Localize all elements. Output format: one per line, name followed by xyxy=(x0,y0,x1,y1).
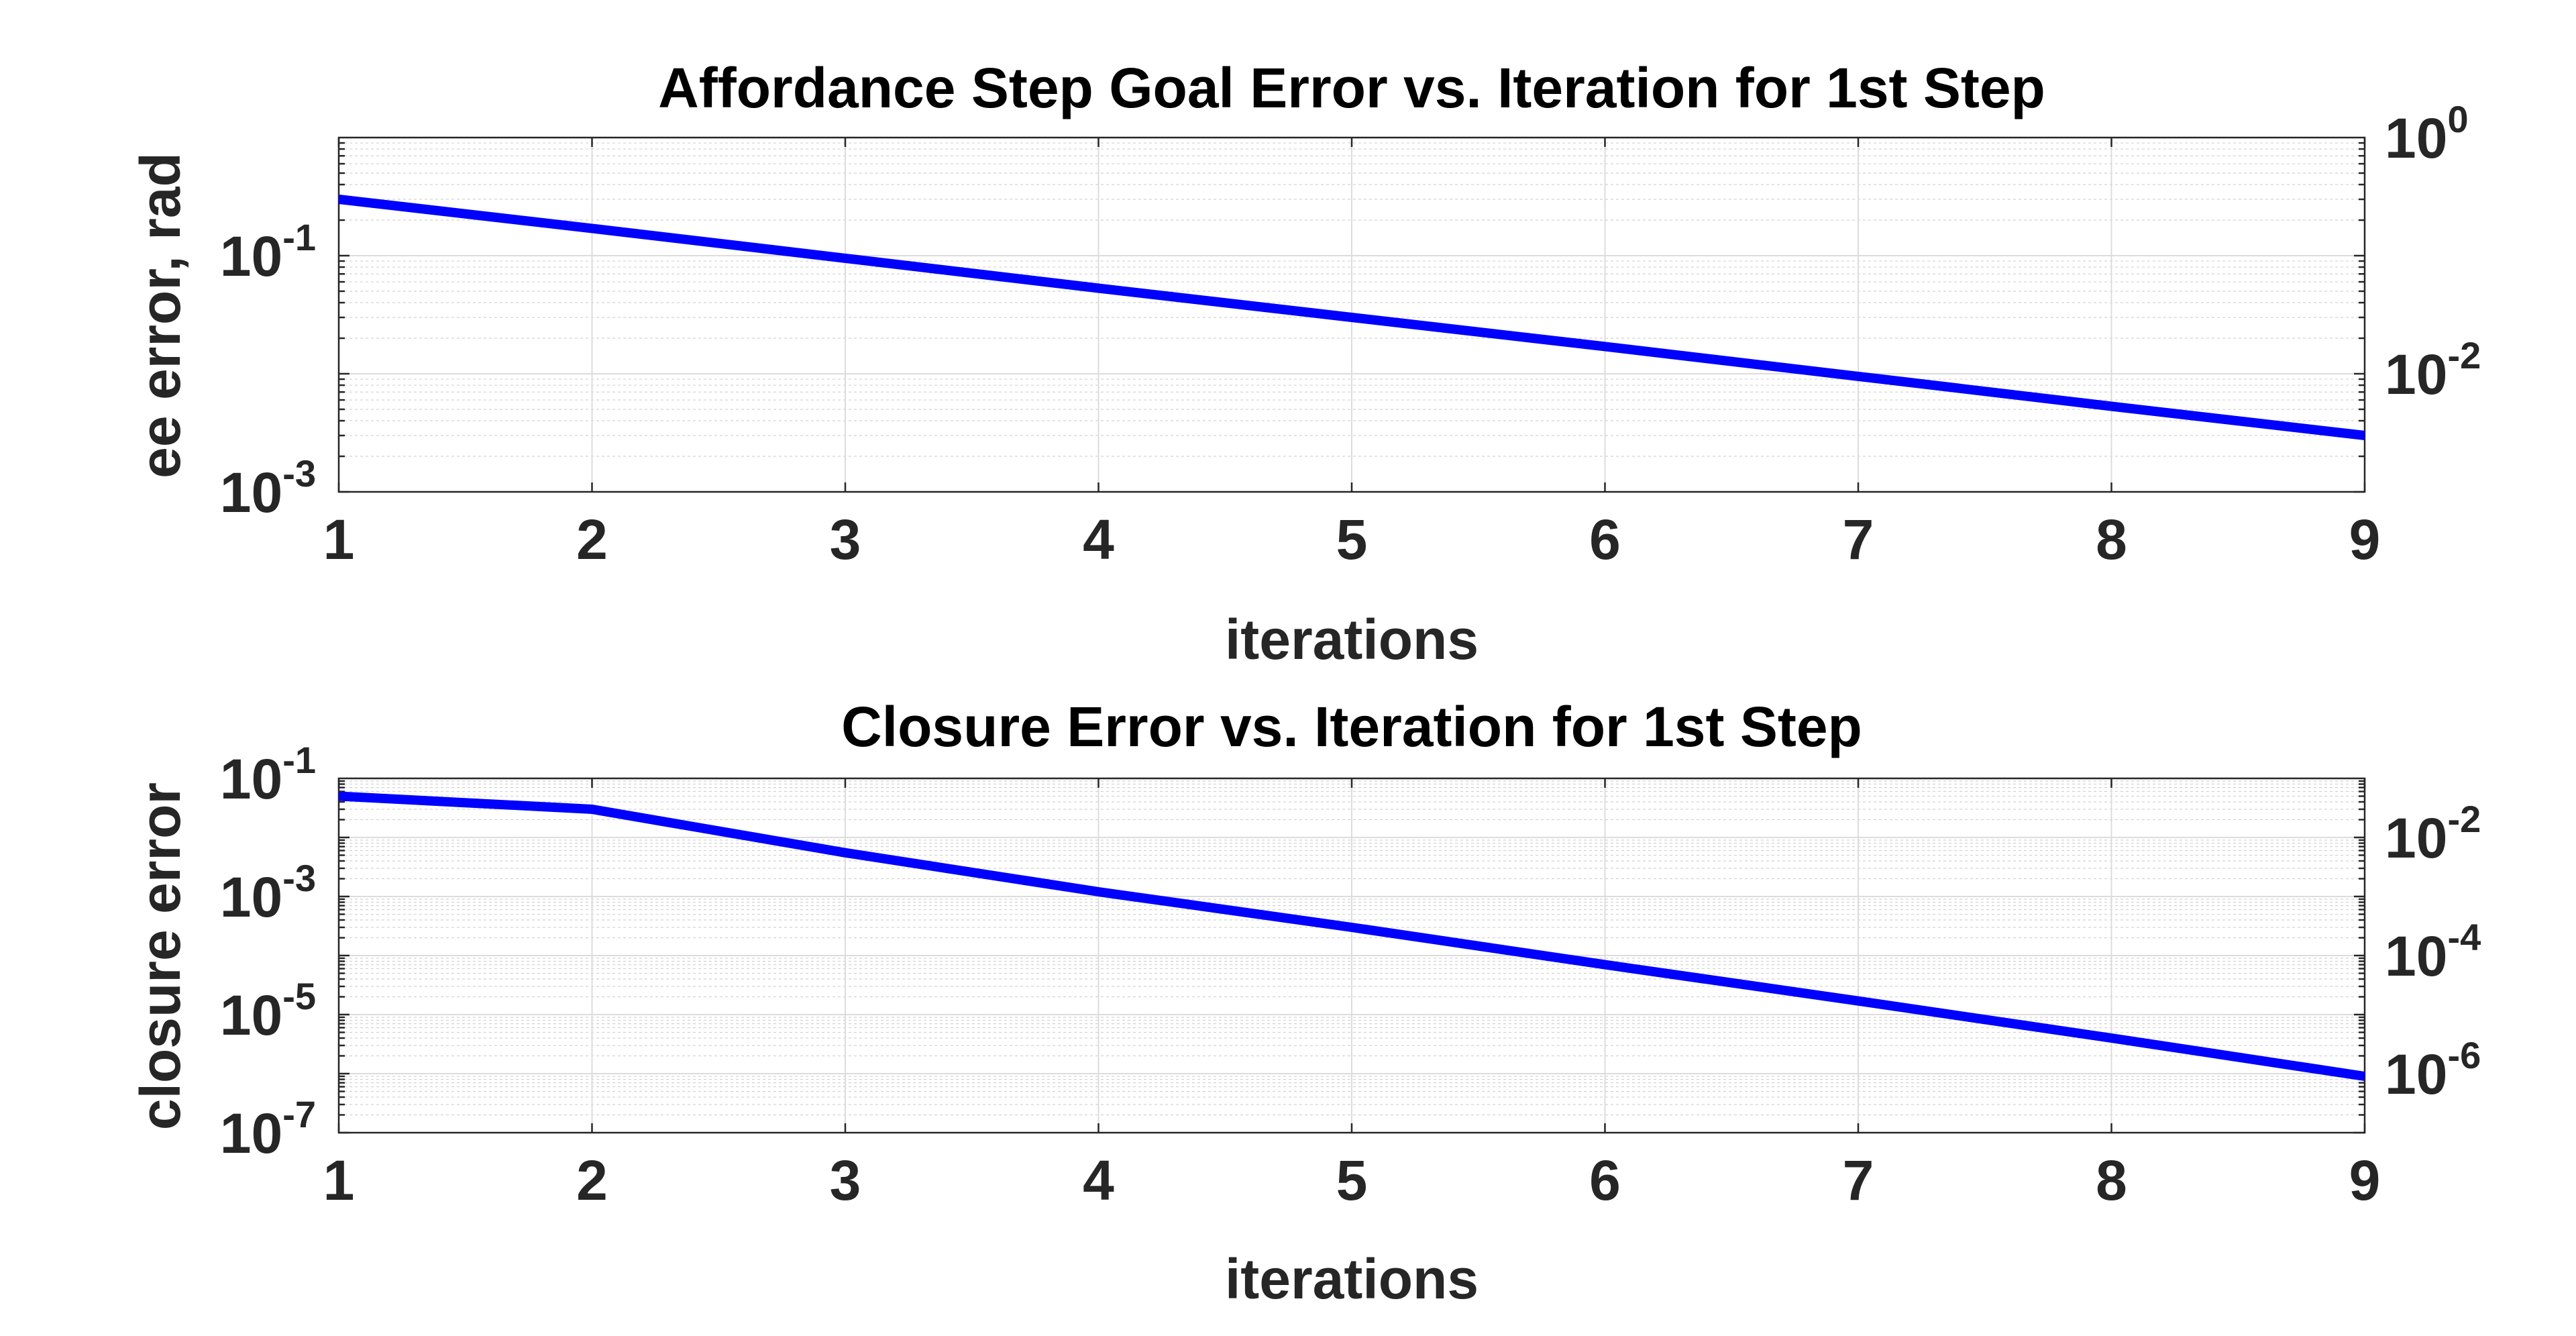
y-tick-label-right: 10-2 xyxy=(2385,798,2481,870)
x-tick-label: 5 xyxy=(1336,508,1368,571)
tick-base: 10 xyxy=(2385,807,2447,870)
tick-exponent: -1 xyxy=(282,739,316,781)
y-tick-label-right: 10-2 xyxy=(2385,334,2481,406)
x-tick-label: 2 xyxy=(576,1149,608,1212)
y-tick-label-left: 10-3 xyxy=(220,452,316,524)
tick-exponent: -6 xyxy=(2447,1034,2481,1076)
series-group xyxy=(338,791,2366,1081)
x-tick-label: 7 xyxy=(1843,508,1874,571)
chart-title: Closure Error vs. Iteration for 1st Step xyxy=(841,695,1862,758)
tick-exponent: -1 xyxy=(282,216,316,258)
x-tick-label: 9 xyxy=(2349,508,2381,571)
tick-base: 10 xyxy=(220,225,282,288)
tick-exponent: -5 xyxy=(282,975,316,1017)
y-axis-label: closure error xyxy=(129,782,192,1130)
y-tick-label-left: 10-1 xyxy=(220,216,316,288)
tick-exponent: -2 xyxy=(2447,334,2481,376)
x-tick-label: 2 xyxy=(576,508,608,571)
series-group xyxy=(338,195,2365,440)
tick-base: 10 xyxy=(2385,1043,2447,1106)
tick-exponent: -7 xyxy=(282,1093,316,1135)
x-tick-label: 8 xyxy=(2096,508,2127,571)
y-axis-label: ee error, rad xyxy=(129,152,192,478)
y-tick-label-left: 10-3 xyxy=(220,857,316,929)
tick-base: 10 xyxy=(2385,107,2447,170)
x-tick-label: 9 xyxy=(2349,1149,2381,1212)
tick-base: 10 xyxy=(220,866,282,929)
affordance-error-subplot: Affordance Step Goal Error vs. Iteration… xyxy=(129,56,2481,671)
y-tick-label-left: 10-1 xyxy=(220,739,316,811)
y-tick-label-left: 10-7 xyxy=(220,1093,316,1165)
tick-exponent: -3 xyxy=(282,857,316,899)
axes xyxy=(337,777,2366,1134)
x-tick-label: 3 xyxy=(830,508,861,571)
tick-labels: 1 2 3 4 5 6 7 8 910-710-510-310-110-610-410-2 xyxy=(220,739,2481,1212)
x-tick-label: 6 xyxy=(1589,508,1621,571)
axes xyxy=(337,136,2366,493)
x-tick-label: 6 xyxy=(1589,1149,1621,1212)
tick-exponent: 0 xyxy=(2447,98,2468,140)
y-tick-label-right: 10-4 xyxy=(2385,916,2481,988)
chart-title: Affordance Step Goal Error vs. Iteration… xyxy=(658,56,2045,119)
closure-error-subplot: Closure Error vs. Iteration for 1st Step… xyxy=(129,695,2481,1311)
tick-base: 10 xyxy=(2385,925,2447,988)
x-tick-label: 1 xyxy=(323,508,355,571)
x-axis-label: iterations xyxy=(1225,1247,1479,1311)
x-tick-label: 3 xyxy=(830,1149,861,1212)
tick-base: 10 xyxy=(220,984,282,1047)
tick-base: 10 xyxy=(220,461,282,524)
x-tick-label: 8 xyxy=(2096,1149,2127,1212)
x-tick-label: 4 xyxy=(1083,508,1114,571)
tick-base: 10 xyxy=(2385,343,2447,406)
y-tick-label-left: 10-5 xyxy=(220,975,316,1047)
x-tick-label: 1 xyxy=(323,1149,355,1212)
y-tick-label-right: 10-6 xyxy=(2385,1034,2481,1106)
y-tick-label-right: 100 xyxy=(2385,98,2469,170)
tick-exponent: -2 xyxy=(2447,798,2481,840)
x-axis-label: iterations xyxy=(1225,608,1479,671)
x-tick-label: 4 xyxy=(1083,1149,1114,1212)
x-tick-label: 7 xyxy=(1843,1149,1874,1212)
tick-base: 10 xyxy=(220,1102,282,1165)
tick-exponent: -4 xyxy=(2447,916,2481,958)
tick-exponent: -3 xyxy=(282,452,316,495)
tick-base: 10 xyxy=(220,748,282,811)
x-tick-label: 5 xyxy=(1336,1149,1368,1212)
